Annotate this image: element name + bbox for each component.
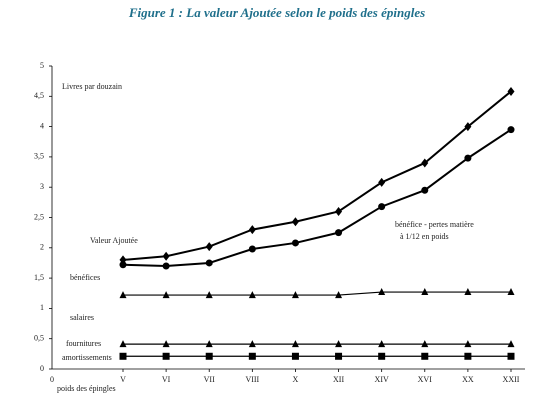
x-tick-label: VII: [204, 375, 215, 384]
point: [248, 245, 256, 253]
point: [291, 217, 299, 227]
point: [335, 352, 343, 360]
x-tick-label: XX: [462, 375, 474, 384]
point: [119, 291, 127, 299]
point: [378, 352, 386, 360]
x-tick-label: XIV: [375, 375, 389, 384]
point: [421, 158, 429, 168]
point: [248, 225, 256, 235]
point: [464, 288, 472, 296]
y-tick-label: 1,5: [34, 273, 44, 282]
series-label: salaires: [70, 313, 94, 322]
point: [291, 352, 299, 360]
point: [335, 340, 343, 348]
point: [421, 340, 429, 348]
point: [507, 86, 515, 96]
series-label: amortissements: [62, 353, 112, 362]
y-tick-label: 0,5: [34, 334, 44, 343]
point: [291, 291, 299, 299]
y-tick-label: 3,5: [34, 152, 44, 161]
y-axis-label: Livres par douzain: [62, 82, 122, 91]
series-line: [122, 128, 512, 267]
point: [119, 340, 127, 348]
point: [205, 352, 213, 360]
y-tick-label: 3: [40, 182, 44, 191]
x-tick-label: VI: [162, 375, 171, 384]
point: [162, 291, 170, 299]
x-tick-label: V: [120, 375, 126, 384]
x-tick-label: X: [293, 375, 299, 384]
point: [335, 291, 343, 299]
point: [507, 352, 515, 360]
point: [291, 239, 299, 247]
point: [421, 288, 429, 296]
point: [162, 352, 170, 360]
y-tick-label: 1: [40, 303, 44, 312]
y-tick-label: 2,5: [34, 212, 44, 221]
point: [378, 288, 386, 296]
point: [162, 340, 170, 348]
point: [119, 352, 127, 360]
point: [205, 242, 213, 252]
y-tick-label: 5: [40, 61, 44, 70]
series-label: Valeur Ajoutée: [90, 236, 138, 245]
point: [421, 352, 429, 360]
point: [378, 340, 386, 348]
series-line: [122, 90, 512, 261]
point: [248, 340, 256, 348]
x-axis-label: poids des épingles: [57, 384, 116, 393]
point: [335, 229, 343, 237]
point: [205, 259, 213, 267]
point: [248, 352, 256, 360]
point: [335, 206, 343, 216]
x-origin-label: 0: [50, 375, 54, 384]
annotation: à 1/12 en poids: [400, 232, 449, 241]
point: [464, 340, 472, 348]
point: [507, 340, 515, 348]
point: [291, 340, 299, 348]
point: [507, 288, 515, 296]
series-label: bénéfices: [70, 273, 100, 282]
chart-title: Figure 1 : La valeur Ajoutée selon le po…: [128, 5, 425, 20]
point: [378, 177, 386, 187]
point: [464, 122, 472, 132]
y-tick-label: 0: [40, 364, 44, 373]
point: [464, 154, 472, 162]
series-label: fournitures: [66, 339, 101, 348]
y-tick-label: 4: [40, 121, 44, 130]
point: [119, 261, 127, 269]
y-tick-label: 4,5: [34, 91, 44, 100]
x-tick-label: XVI: [418, 375, 433, 384]
point: [205, 291, 213, 299]
x-tick-label: XII: [333, 375, 344, 384]
annotation: bénéfice - pertes matière: [395, 220, 474, 229]
x-tick-label: XXII: [503, 375, 520, 384]
point: [248, 291, 256, 299]
point: [464, 352, 472, 360]
point: [205, 340, 213, 348]
point: [162, 262, 170, 270]
point: [378, 203, 386, 211]
x-tick-label: VIII: [245, 375, 259, 384]
series-line: [123, 291, 511, 296]
point: [507, 126, 515, 134]
y-tick-label: 2: [40, 243, 44, 252]
point: [162, 251, 170, 261]
point: [421, 186, 429, 194]
